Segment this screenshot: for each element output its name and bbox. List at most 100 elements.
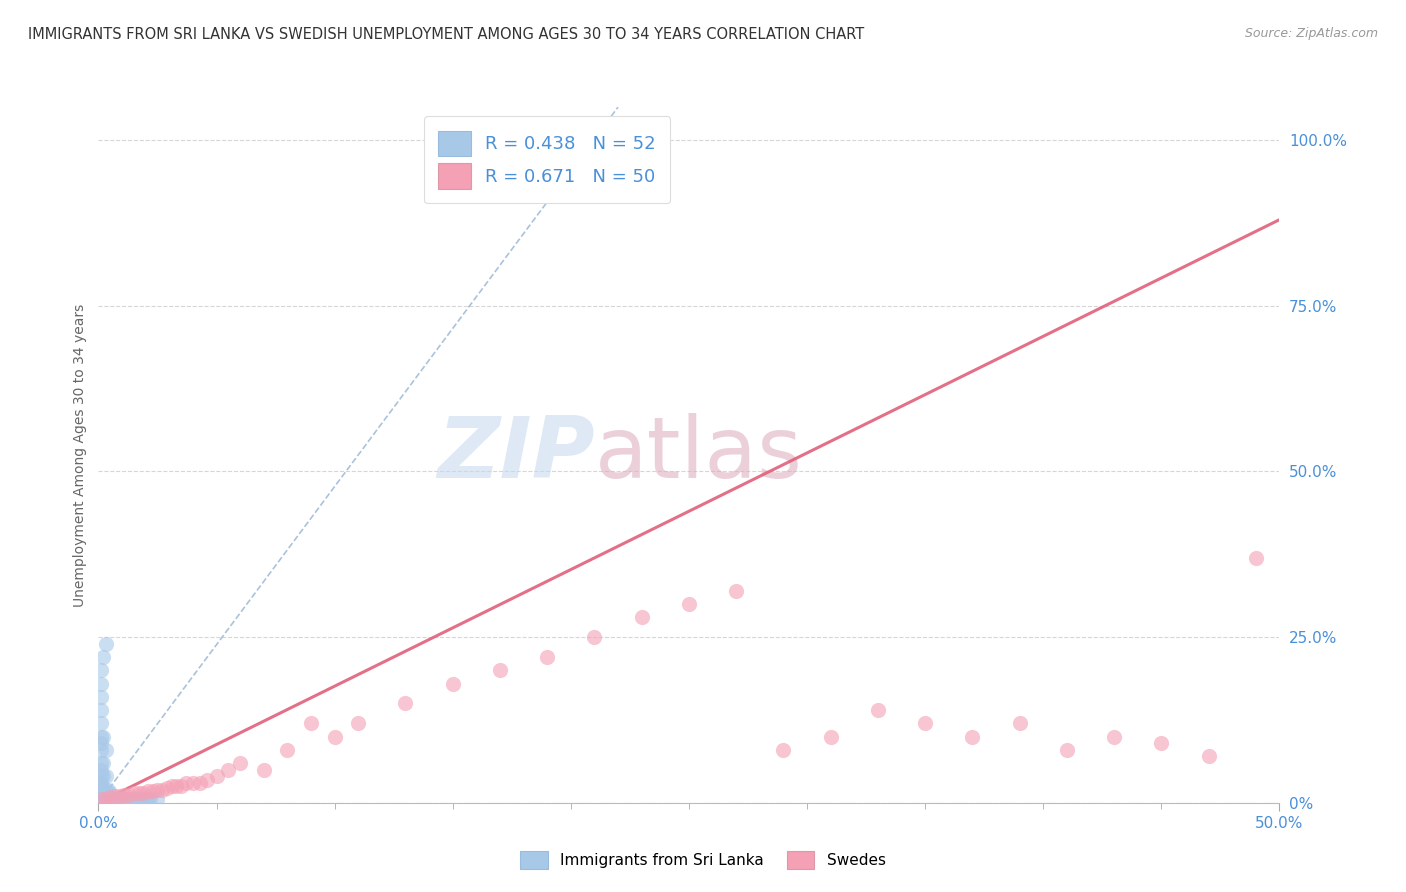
Point (90, 769, 112, 783)
Point (90, 716, 112, 731)
Point (441, 676, 464, 690)
Point (394, 697, 416, 711)
Point (146, 782, 169, 797)
Point (118, 792, 141, 806)
Legend: R = 0.438   N = 52, R = 0.671   N = 50: R = 0.438 N = 52, R = 0.671 N = 50 (425, 116, 671, 203)
Point (129, 792, 152, 806)
Point (217, 763, 239, 777)
Point (94, 769, 117, 783)
Point (323, 730, 346, 744)
Point (205, 769, 228, 783)
Y-axis label: Unemployment Among Ages 30 to 34 years: Unemployment Among Ages 30 to 34 years (73, 303, 87, 607)
Point (90, 756, 112, 770)
Point (112, 788, 135, 802)
Point (188, 776, 211, 790)
Point (90, 663, 112, 677)
Point (97, 782, 120, 797)
Point (181, 776, 204, 790)
Point (108, 792, 131, 806)
Point (536, 650, 558, 665)
Point (914, 716, 936, 731)
Point (1008, 716, 1031, 731)
Point (90, 786, 112, 800)
Point (94, 637, 117, 651)
Point (90, 690, 112, 704)
Point (136, 792, 159, 806)
Point (253, 763, 276, 777)
Point (156, 781, 179, 796)
Point (98, 790, 121, 805)
Point (489, 663, 512, 677)
Point (174, 776, 197, 790)
Point (90, 779, 112, 793)
Point (347, 716, 370, 731)
Point (104, 789, 127, 804)
Point (125, 792, 148, 806)
Point (128, 792, 150, 806)
Point (160, 779, 183, 793)
Point (90, 792, 112, 806)
Legend: Immigrants from Sri Lanka, Swedes: Immigrants from Sri Lanka, Swedes (515, 845, 891, 875)
Point (170, 779, 193, 793)
Point (90, 703, 112, 717)
Point (299, 716, 322, 731)
Point (678, 597, 700, 611)
Point (630, 610, 652, 624)
Point (132, 786, 155, 800)
Point (90, 792, 112, 806)
Point (132, 792, 155, 806)
Point (118, 788, 141, 802)
Point (772, 743, 794, 757)
Point (91, 650, 114, 665)
Point (90, 743, 112, 757)
Point (276, 743, 298, 757)
Point (962, 730, 984, 744)
Point (1056, 743, 1078, 757)
Point (139, 792, 162, 806)
Text: Source: ZipAtlas.com: Source: ZipAtlas.com (1244, 27, 1378, 40)
Point (90, 789, 112, 804)
Point (91, 730, 114, 744)
Point (136, 784, 159, 798)
Point (94, 792, 117, 806)
Point (121, 792, 143, 806)
Point (229, 756, 252, 770)
Point (725, 583, 748, 598)
Point (105, 792, 128, 806)
Point (108, 789, 131, 804)
Point (101, 792, 124, 806)
Point (91, 782, 114, 797)
Point (104, 792, 127, 806)
Point (1244, 550, 1267, 565)
Point (115, 792, 138, 806)
Point (90, 782, 112, 797)
Point (583, 630, 606, 644)
Point (1102, 730, 1125, 744)
Point (165, 779, 187, 793)
Point (91, 769, 114, 783)
Text: ZIP: ZIP (437, 413, 595, 497)
Point (122, 786, 145, 800)
Point (1198, 749, 1220, 764)
Text: IMMIGRANTS FROM SRI LANKA VS SWEDISH UNEMPLOYMENT AMONG AGES 30 TO 34 YEARS CORR: IMMIGRANTS FROM SRI LANKA VS SWEDISH UNE… (28, 27, 865, 42)
Point (94, 792, 117, 806)
Point (142, 784, 165, 798)
Point (150, 782, 173, 797)
Point (91, 789, 114, 804)
Point (820, 730, 842, 744)
Point (91, 792, 114, 806)
Point (90, 730, 112, 744)
Point (97, 792, 120, 806)
Point (146, 792, 169, 806)
Point (98, 786, 121, 800)
Point (94, 789, 117, 804)
Point (1150, 736, 1173, 750)
Point (98, 792, 121, 806)
Point (94, 782, 117, 797)
Text: atlas: atlas (595, 413, 803, 497)
Point (91, 756, 114, 770)
Point (111, 792, 134, 806)
Point (112, 792, 135, 806)
Point (90, 676, 112, 690)
Point (866, 703, 889, 717)
